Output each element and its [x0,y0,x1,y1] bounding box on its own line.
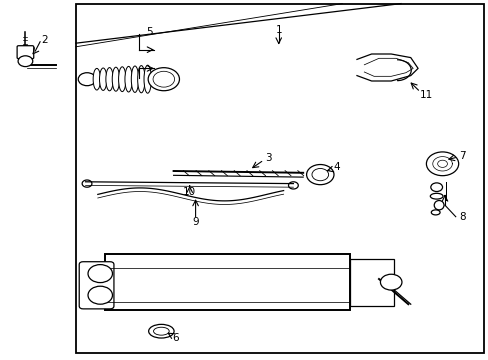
Ellipse shape [105,68,113,91]
Ellipse shape [125,66,132,92]
Circle shape [78,73,96,86]
Text: 8: 8 [458,212,465,222]
Bar [76,4,483,353]
Ellipse shape [143,65,151,93]
Ellipse shape [430,210,439,215]
Ellipse shape [112,67,120,91]
Ellipse shape [100,68,107,90]
Ellipse shape [138,66,144,93]
Circle shape [148,68,179,91]
Ellipse shape [148,324,174,338]
Circle shape [311,168,328,181]
Bar [349,259,393,306]
FancyBboxPatch shape [79,262,114,309]
Text: 6: 6 [172,333,179,343]
Circle shape [153,71,174,87]
Text: 1: 1 [275,24,282,35]
Text: 11: 11 [419,90,432,100]
Ellipse shape [118,67,126,91]
Bar [105,254,349,310]
Circle shape [437,160,447,167]
Circle shape [18,56,33,67]
Text: 3: 3 [264,153,271,163]
Text: 9: 9 [192,217,199,228]
Circle shape [88,265,112,283]
Circle shape [306,165,333,185]
Circle shape [380,274,401,290]
Text: 10: 10 [183,186,196,197]
Ellipse shape [433,201,443,210]
Circle shape [430,183,442,192]
Ellipse shape [93,68,101,90]
Circle shape [426,152,458,176]
Circle shape [88,286,112,304]
FancyBboxPatch shape [17,46,34,59]
Ellipse shape [131,66,139,93]
Text: 4: 4 [332,162,339,172]
Text: 5: 5 [145,27,152,37]
Text: 2: 2 [41,35,48,45]
Ellipse shape [153,327,169,335]
Ellipse shape [429,193,442,199]
Text: 7: 7 [458,150,465,161]
